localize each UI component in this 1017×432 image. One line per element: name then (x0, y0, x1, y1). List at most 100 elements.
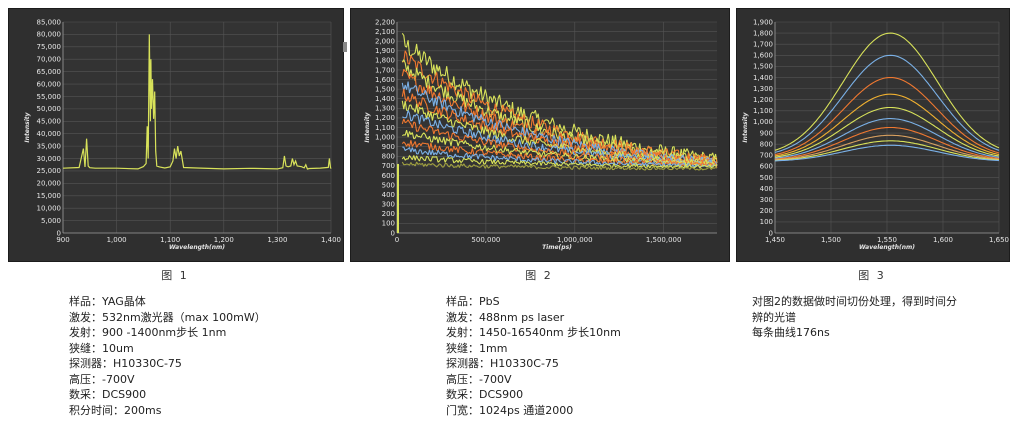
series-line (401, 161, 718, 171)
x-tick-label: 1,650 (989, 236, 1009, 244)
info-line: 辨的光谱 (752, 310, 796, 324)
y-tick-label: 15,000 (37, 192, 62, 200)
y-tick-label: 800 (760, 140, 773, 148)
y-tick-label: 55,000 (37, 93, 62, 101)
y-tick-label: 900 (760, 129, 773, 137)
info-line: 激发：532nm激光器（max 100mW） (69, 310, 266, 324)
y-tick-label: 1,900 (753, 18, 773, 26)
series-line (62, 34, 332, 170)
x-tick-label: 1,000,000 (557, 236, 593, 244)
y-tick-label: 2,000 (375, 37, 395, 45)
info-line: 积分时间：200ms (69, 403, 162, 417)
series-line (774, 106, 1000, 158)
series-line (402, 146, 717, 168)
y-tick-label: 700 (760, 152, 773, 160)
y-tick-label: 700 (382, 162, 395, 170)
y-axis-label: Intensity (24, 111, 31, 142)
x-tick-label: 500,000 (471, 236, 500, 244)
y-tick-label: 1,000 (375, 133, 395, 141)
series-line (401, 155, 718, 169)
series-line (401, 118, 718, 167)
y-tick-label: 1,100 (753, 107, 773, 115)
chart-panel-2: 0 100 200 300 400 500 600 700 800 900 1,000 1,100 1,… (350, 8, 730, 262)
y-tick-label: 300 (382, 201, 395, 209)
series-line (401, 81, 718, 166)
y-tick-label: 500 (760, 174, 773, 182)
y-tick-label: 70,000 (37, 56, 62, 64)
x-tick-label: 1,200 (214, 236, 234, 244)
info-line: 高压：-700V (69, 372, 135, 386)
y-tick-label: 50,000 (37, 105, 62, 113)
info-block-2: 样品：PbS 激发：488nm ps laser 发射：1450-16540nm… (446, 294, 621, 418)
series-line (774, 54, 1000, 153)
series-line (774, 93, 1000, 157)
info-line: 发射：1450-16540nm 步长10nm (446, 326, 621, 339)
series-line (774, 134, 1000, 161)
y-tick-label: 1,000 (753, 118, 773, 126)
chart-3-plot: 0 100 200 300 400 500 600 700 800 900 1,000 1,100 1,… (742, 18, 1009, 251)
y-tick-label: 75,000 (37, 43, 62, 51)
info-block-1: 样品：YAG晶体 激发：532nm激光器（max 100mW） 发射：900 -… (69, 294, 266, 418)
y-tick-label: 1,200 (753, 96, 773, 104)
series-line (774, 32, 1000, 151)
y-tick-label: 400 (760, 185, 773, 193)
y-tick-label: 45,000 (37, 118, 62, 126)
chart-1-plot: 0 5,000 10,000 15,000 20,000 25,000 30,000 35,0… (24, 18, 341, 251)
y-tick-label: 800 (382, 153, 395, 161)
x-tick-label: 900 (56, 236, 69, 244)
series-line (774, 140, 1000, 161)
y-tick-label: 0 (769, 229, 773, 237)
series-line (774, 76, 1000, 156)
x-tick-label: 0 (395, 236, 399, 244)
info-line: 激发：488nm ps laser (446, 310, 565, 324)
y-tick-label: 1,600 (753, 52, 773, 60)
info-line: 数采：DCS900 (69, 388, 147, 401)
info-line: 探测器：H10330C-75 (69, 357, 182, 370)
y-tick-label: 600 (382, 172, 395, 180)
y-tick-label: 1,300 (375, 105, 395, 113)
y-tick-label: 60,000 (37, 80, 62, 88)
x-axis-label: Time(ps) (542, 244, 572, 251)
chart-panel-1: 0 5,000 10,000 15,000 20,000 25,000 30,000 35,0… (8, 8, 344, 262)
info-line: 发射：900 -1400nm步长 1nm (69, 326, 227, 339)
y-tick-label: 500 (382, 181, 395, 189)
y-tick-label: 80,000 (37, 31, 62, 39)
y-tick-label: 1,500 (753, 63, 773, 71)
y-tick-label: 600 (760, 163, 773, 171)
y-tick-label: 1,700 (753, 41, 773, 49)
y-tick-label: 40,000 (37, 130, 62, 138)
y-tick-label: 100 (382, 220, 395, 228)
series-line (401, 32, 718, 164)
y-axis-label: Intensity (742, 111, 749, 142)
x-tick-label: 1,400 (321, 236, 341, 244)
y-tick-label: 400 (382, 191, 395, 199)
x-tick-label: 1,550 (877, 236, 897, 244)
y-tick-label: 10,000 (37, 204, 62, 212)
y-tick-label: 1,600 (375, 76, 395, 84)
info-line: 高压：-700V (446, 372, 512, 386)
y-tick-label: 35,000 (37, 142, 62, 150)
y-tick-label: 30,000 (37, 155, 62, 163)
plot-area (63, 22, 331, 233)
series-line (774, 126, 1000, 160)
y-tick-label: 2,200 (375, 18, 395, 26)
y-tick-label: 0 (391, 229, 395, 237)
y-tick-label: 200 (382, 210, 395, 218)
y-axis-label: Intensity (364, 111, 371, 142)
y-tick-label: 25,000 (37, 167, 62, 175)
panel-scroll-tab[interactable] (343, 42, 347, 52)
y-tick-label: 2,100 (375, 28, 395, 36)
info-line: 每条曲线176ns (752, 326, 830, 339)
y-tick-label: 1,200 (375, 114, 395, 122)
y-tick-label: 5,000 (41, 217, 61, 225)
series-line (774, 118, 1000, 159)
x-tick-label: 1,500,000 (646, 236, 682, 244)
info-line: 狭缝：10um (69, 341, 134, 355)
x-axis-label: Wavelength(nm) (169, 244, 225, 251)
series-line (774, 144, 1000, 162)
y-tick-label: 1,100 (375, 124, 395, 132)
info-line: 门宽：1024ps 通道2000 (446, 403, 574, 417)
info-block-3: 对图2的数据做时间切份处理，得到时间分 辨的光谱 每条曲线176ns (752, 294, 957, 341)
y-tick-label: 1,300 (753, 85, 773, 93)
